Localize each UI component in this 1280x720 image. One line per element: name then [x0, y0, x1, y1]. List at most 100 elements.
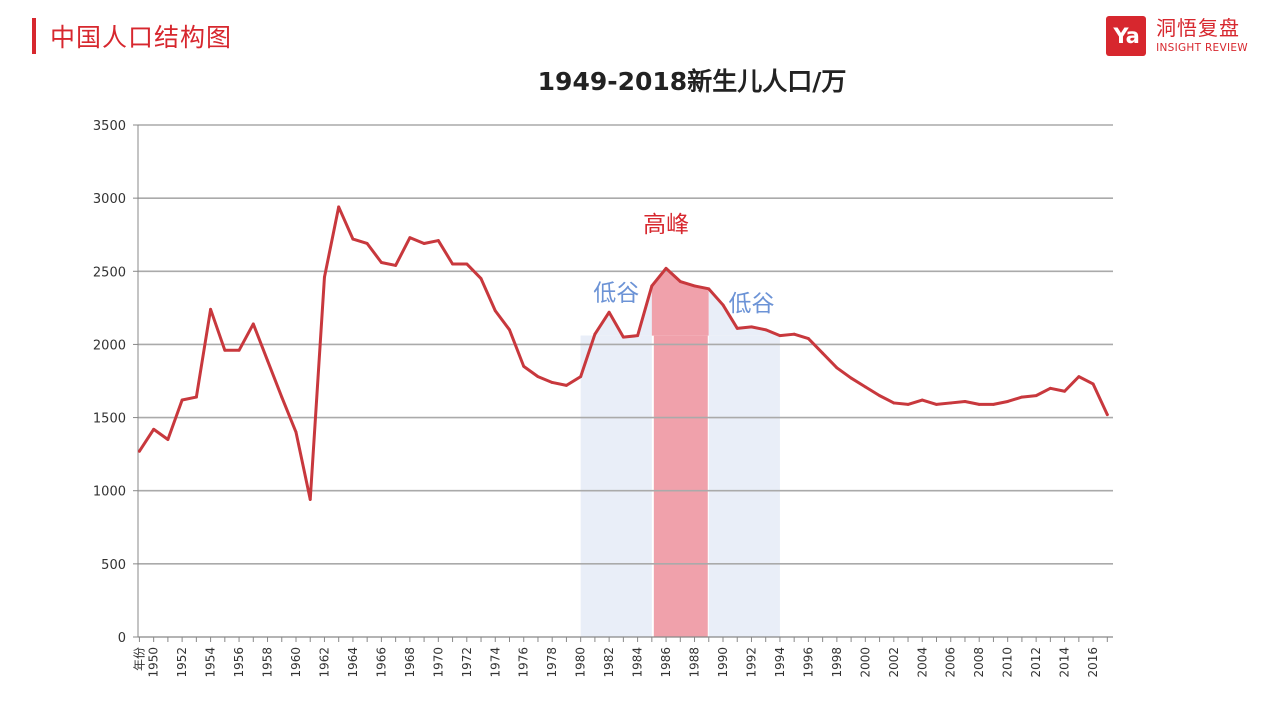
data-point [536, 375, 540, 379]
data-point [209, 307, 212, 311]
data-point [337, 205, 341, 209]
data-point [920, 398, 924, 402]
data-point [138, 449, 141, 453]
x-tick-label: 2016 [1086, 647, 1100, 678]
band-cap-trough-0 [580, 285, 652, 377]
data-point [565, 383, 568, 387]
x-tick-label: 1964 [346, 647, 360, 678]
data-point [863, 385, 867, 389]
x-tick-label: 1986 [659, 647, 673, 678]
data-point [807, 337, 810, 340]
data-point [479, 277, 483, 280]
x-tick-label: 2006 [944, 647, 958, 678]
data-point [778, 334, 782, 338]
band-trough-0 [580, 335, 652, 637]
page-title: 中国人口结构图 [50, 23, 233, 52]
x-tick-label: 2008 [972, 647, 986, 678]
data-point [451, 262, 454, 266]
data-point [835, 366, 839, 370]
x-tick-label: 2000 [858, 647, 872, 678]
data-point [963, 400, 967, 403]
data-point [892, 401, 896, 405]
data-point [294, 430, 298, 434]
data-point [664, 266, 668, 270]
data-point [1091, 382, 1095, 386]
data-point [166, 438, 170, 441]
x-tick-label: 2014 [1058, 647, 1072, 678]
y-tick-label: 500 [101, 558, 126, 573]
x-tick-label: 1954 [204, 647, 218, 678]
x-tick-label: 1992 [744, 647, 758, 678]
x-tick-label: 1950 [147, 647, 161, 678]
brand: Ya 洞悟复盘 INSIGHT REVIEW [1106, 16, 1248, 56]
annotation-label: 低谷 [728, 291, 774, 317]
data-point [935, 403, 938, 406]
x-tick-label: 1958 [261, 647, 275, 678]
data-point [977, 403, 981, 406]
data-point [550, 381, 554, 384]
x-tick-label: 1978 [545, 647, 559, 678]
x-tick-label: 1960 [289, 647, 303, 678]
data-point [593, 332, 597, 336]
y-tick-label: 1500 [93, 412, 126, 427]
data-point [394, 264, 398, 267]
x-tick-label: 1972 [460, 647, 474, 678]
x-tick-label: 1952 [175, 647, 189, 678]
data-point [422, 242, 426, 245]
grid-lines [138, 124, 1113, 565]
data-point [493, 309, 497, 313]
data-point [266, 359, 269, 362]
data-point [194, 395, 198, 399]
data-point [508, 328, 511, 332]
data-point [579, 375, 583, 379]
x-tick-label: 年份 [132, 647, 146, 671]
x-tick-label: 1994 [773, 647, 787, 678]
data-point [323, 275, 326, 279]
data-point [693, 284, 696, 288]
data-point [906, 403, 910, 406]
data-point [152, 427, 156, 431]
x-tick-label: 2002 [887, 647, 901, 678]
x-tick-label: 2004 [915, 647, 929, 678]
chart-title: 1949-2018新生儿人口/万 [538, 67, 847, 96]
x-tick-label: 1988 [688, 647, 702, 678]
data-point [721, 303, 725, 307]
data-point [1048, 386, 1052, 390]
y-tick-label: 0 [118, 631, 126, 646]
data-point [408, 236, 412, 240]
data-point [764, 328, 768, 332]
data-point [750, 325, 753, 329]
y-tick-label: 2000 [93, 338, 126, 353]
x-tick-label: 1974 [488, 647, 502, 678]
data-point [621, 335, 625, 339]
y-tick-label: 3500 [93, 119, 126, 134]
data-point [735, 326, 739, 330]
x-tick-label: 1990 [716, 647, 730, 678]
brand-text: 洞悟复盘 INSIGHT REVIEW [1156, 18, 1248, 54]
series [137, 205, 1109, 501]
x-tick-label: 1962 [317, 647, 331, 678]
data-point [379, 261, 383, 264]
x-tick-label: 1956 [232, 647, 246, 678]
y-tick-label: 2500 [93, 265, 126, 280]
x-tick-label: 1976 [517, 647, 531, 678]
x-tick-label: 1998 [830, 647, 844, 678]
y-axis: 0 500 1000 1500 2000 2500 3000 3500 [93, 119, 139, 646]
x-tick-label: 1970 [431, 647, 445, 678]
data-point [650, 284, 654, 288]
data-point [180, 398, 184, 402]
x-tick-label: 1980 [574, 647, 588, 678]
x-axis: 年份 1950 1952 1954 1956 1958 1960 1962 1964 1966 19… [132, 636, 1113, 678]
brand-logo-text: Ya [1113, 24, 1139, 48]
data-point [1063, 389, 1067, 393]
data-point [522, 364, 526, 368]
data-point [237, 348, 241, 352]
data-point [280, 395, 284, 399]
data-point [992, 403, 995, 406]
y-tick-label: 3000 [93, 192, 126, 207]
x-tick-label: 1982 [602, 647, 616, 678]
data-point [351, 237, 355, 241]
data-point [365, 242, 369, 245]
